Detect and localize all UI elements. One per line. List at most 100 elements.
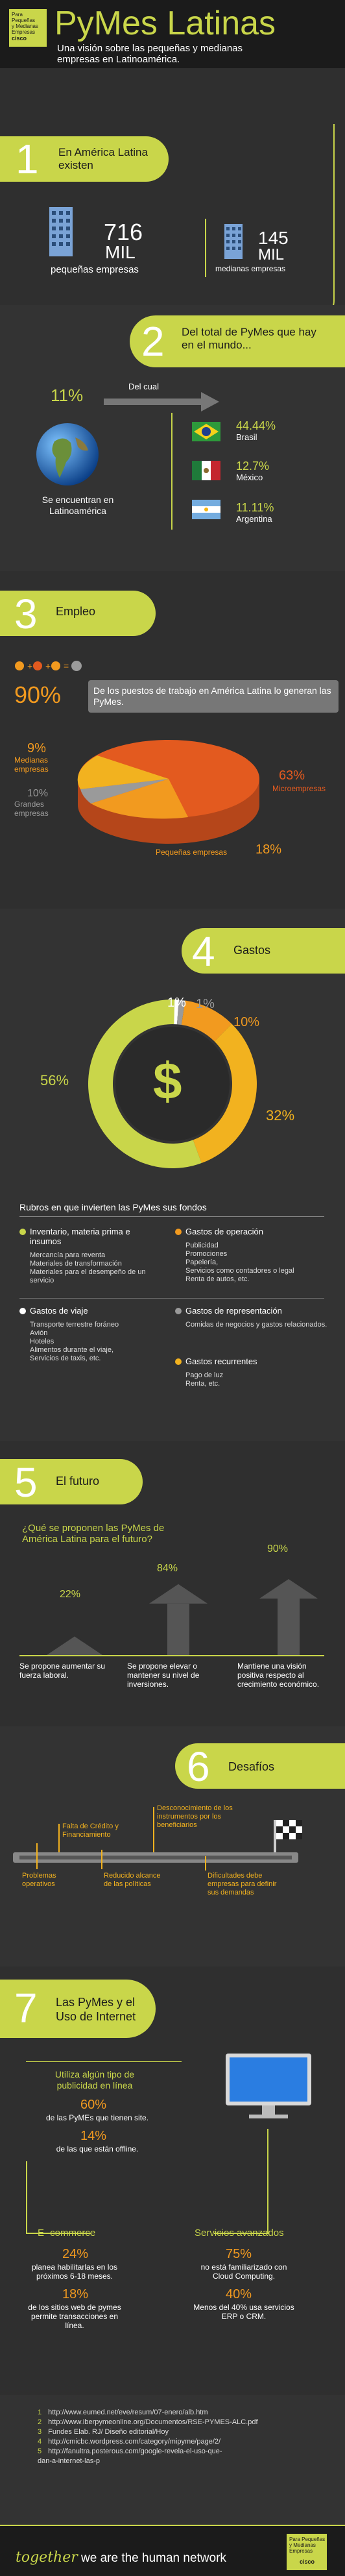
cisco-logo-box: Para Pequeñas y Medianas Empresas cisco [287,2534,327,2570]
challenge-item: Desconocimiento de los instrumentos por … [157,1804,233,1829]
ads-value: 60% [80,2098,107,2112]
footer: together we are the human network Para P… [0,2525,345,2576]
rubro-item: Servicios como contadores o legal [185,1267,294,1275]
section-number: 1 [16,136,39,182]
checkered-flag-icon [274,1820,302,1856]
services-value: 40% [226,2287,252,2301]
ref-number: 4 [38,2438,42,2446]
country-pct: 44.44% [236,419,276,432]
donut-value: 10% [233,1015,260,1029]
country-name: Brasil [236,432,257,442]
section-title: Empleo [56,605,96,618]
medium-companies-unit: MIL [258,246,285,264]
globe-icon [36,423,99,485]
header: Para Pequeñas y Medianas Empresas cisco … [0,0,345,68]
future-bar-value: 84% [157,1563,178,1574]
country-name: México [236,472,263,482]
logo-line: Para Pequeñas [12,12,36,23]
pie-label: Medianas empresas [14,755,49,774]
page-subtitle: Una visión sobre las pequeñas y medianas… [57,43,243,65]
section-1: 1 En América Latina existen 716 MIL pequ… [0,68,345,325]
section-number: 5 [14,1459,38,1506]
arrow-right-icon [104,392,219,411]
section-title: Desafíos [228,1760,275,1773]
services-text: Menos del 40% usa servicios ERP o CRM. [193,2303,294,2321]
future-bar-text: Se propone aumentar su fuerza laboral. [19,1662,106,1680]
future-bars-chart [47,1579,318,1655]
ref-number: 2 [38,2418,42,2426]
rubro-item: Renta de autos, etc. [185,1275,250,1283]
section-7: 7 Las PyMes y el Uso de Internet Utiliza… [0,1967,345,2395]
expenses-donut-chart [88,1000,257,1168]
services-value: 75% [226,2247,252,2261]
country-pct: 11.11% [236,501,274,514]
country-pct: 12.7% [236,460,270,472]
services-text: no está familiarizado con Cloud Computin… [200,2263,287,2281]
section-number: 7 [14,1985,38,2031]
future-bar [149,1584,208,1655]
section-title: El futuro [56,1475,100,1488]
ecommerce-title: E- commerce [38,2227,96,2239]
page-title: PyMes Latinas [54,5,276,42]
section-title: En América Latina existen [58,146,148,172]
section-number: 4 [192,928,215,975]
pie-label: Pequeñas empresas [156,848,228,857]
donut-value: 1% [196,997,215,1011]
rubro-item: Alimentos durante el viaje, [30,1346,114,1354]
donut-value: 1% [167,996,186,1010]
rubro-block: Gastos de operación Publicidad Promocion… [175,1227,331,1284]
svg-text:+: + [45,661,51,671]
mexico-flag-icon [192,461,220,480]
rubro-item: Papelería, [185,1258,219,1266]
ads-text: de las que están offline. [56,2144,139,2153]
ref-link[interactable]: http://cmicbc.wordpress.com/category/mip… [48,2438,221,2446]
pie-value: 18% [256,842,282,857]
ecommerce-value: 18% [62,2287,89,2301]
section-number: 6 [187,1743,210,1790]
future-bar-text: Mantiene una visión positiva respecto al… [237,1662,320,1689]
small-companies-unit: MIL [105,242,136,262]
section-5: 5 El futuro ¿Qué se proponen las PyMes d… [0,1441,345,1726]
tagline-script: together [16,2549,78,2566]
section-title: Las PyMes y el Uso de Internet [56,1995,136,2024]
section-title: Del total de PyMes que hay en el mundo..… [182,326,316,351]
dollar-icon: $ [153,1052,182,1110]
logo-line: y Medianas [289,2542,316,2548]
rubro-title: Gastos recurrentes [185,1356,257,1366]
rubro-item: Pago de luz [185,1371,224,1379]
donut-segment [176,1000,185,1025]
ref-link[interactable]: http://www.eumed.net/eve/resum/07-enero/… [48,2409,208,2416]
ref-link[interactable]: http://fanultra.posterous.com/google-rev… [38,2447,222,2465]
challenge-item: Dificultades debe empresas para definir … [208,1872,277,1896]
medium-companies-label: medianas empresas [215,264,286,273]
logo-line: Empresas [12,29,36,35]
title-line: existen [58,159,93,171]
rubro-item: Materiales de transformación [30,1260,122,1268]
rubro-block: Gastos de viaje Transporte terrestre for… [19,1306,162,1363]
donut-value: 56% [40,1072,69,1088]
svg-text:+: + [27,661,32,671]
rubro-title: Gastos de operación [185,1227,263,1236]
rubro-item: Comidas de negocios y gastos relacionado… [185,1321,327,1329]
section-number: 2 [141,318,165,365]
building-icon [49,207,73,256]
ref-number: 1 [38,2409,42,2416]
section-2: 2 Del total de PyMes que hay en el mundo… [0,305,345,578]
section-title: Gastos [233,944,271,957]
future-bar-text: Se propone elevar o mantener su nivel de… [127,1662,200,1689]
rubro-item: Promociones [185,1250,228,1258]
ads-value: 14% [80,2129,107,2143]
future-question: ¿Qué se proponen las PyMes de América La… [22,1523,165,1545]
ecommerce-value: 24% [62,2247,89,2261]
ref-link: Fundes Elab. RJ/ Diseño editorial/Hoy [48,2428,169,2436]
world-pct: 11% [51,386,84,405]
ref-link[interactable]: http://www.iberpymeonline.org/Documentos… [48,2418,258,2426]
footer-tagline: together we are the human network [16,2549,226,2566]
pie-label: Microempresas [272,784,326,793]
employment-text: De los puestos de trabajo en América Lat… [88,680,339,713]
del-cual-label: Del cual [128,382,159,391]
country-name: Argentina [236,514,272,524]
logo-line: Para Pequeñas [289,2536,326,2542]
pie-value: 10% [27,788,49,799]
donut-hole [115,1027,230,1141]
